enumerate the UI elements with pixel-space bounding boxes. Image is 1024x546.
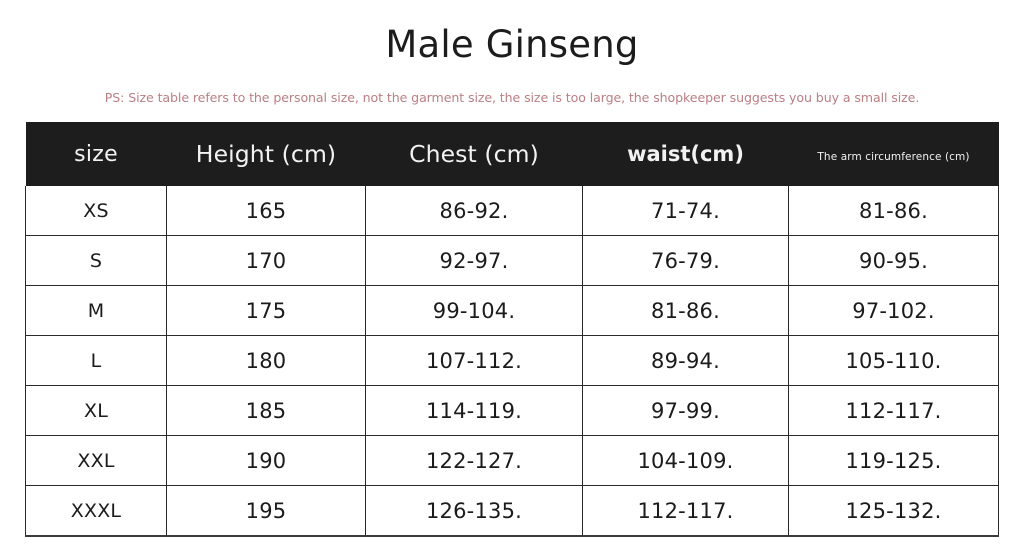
cell-arm: 105-110. bbox=[788, 335, 999, 386]
size-table-head: size Height (cm) Chest (cm) waist(cm) Th… bbox=[25, 122, 999, 186]
column-header-size-label: size bbox=[74, 141, 118, 167]
column-header-height: Height (cm) bbox=[166, 122, 366, 186]
cell-height: 190 bbox=[166, 435, 366, 486]
cell-chest: 114-119. bbox=[365, 385, 583, 436]
cell-waist: 104-109. bbox=[582, 435, 789, 486]
cell-chest: 107-112. bbox=[365, 335, 583, 386]
cell-size: XS bbox=[25, 186, 167, 236]
cell-waist: 112-117. bbox=[582, 485, 789, 537]
column-header-arm-circumference: The arm circumference (cm) bbox=[788, 122, 999, 186]
table-row: XXXL 195 126-135. 112-117. 125-132. bbox=[25, 485, 999, 537]
table-row: XL 185 114-119. 97-99. 112-117. bbox=[25, 385, 999, 436]
size-table-body: XS 165 86-92. 71-74. 81-86. S 170 92-97. 76-79. 9… bbox=[25, 186, 999, 537]
cell-arm: 112-117. bbox=[788, 385, 999, 436]
cell-arm: 81-86. bbox=[788, 186, 999, 236]
column-header-waist-label: waist(cm) bbox=[627, 142, 744, 166]
page-title: Male Ginseng bbox=[385, 23, 639, 66]
table-row: L 180 107-112. 89-94. 105-110. bbox=[25, 335, 999, 386]
cell-size: S bbox=[25, 235, 167, 286]
cell-waist: 81-86. bbox=[582, 285, 789, 336]
column-header-arm-circumference-label: The arm circumference (cm) bbox=[817, 150, 970, 163]
cell-height: 180 bbox=[166, 335, 366, 386]
table-header-row: size Height (cm) Chest (cm) waist(cm) Th… bbox=[25, 122, 999, 186]
table-row: M 175 99-104. 81-86. 97-102. bbox=[25, 285, 999, 336]
cell-height: 170 bbox=[166, 235, 366, 286]
cell-chest: 86-92. bbox=[365, 186, 583, 236]
cell-arm: 97-102. bbox=[788, 285, 999, 336]
cell-arm: 119-125. bbox=[788, 435, 999, 486]
cell-chest: 122-127. bbox=[365, 435, 583, 486]
table-row: XS 165 86-92. 71-74. 81-86. bbox=[25, 186, 999, 236]
cell-waist: 89-94. bbox=[582, 335, 789, 386]
table-row: XXL 190 122-127. 104-109. 119-125. bbox=[25, 435, 999, 486]
cell-waist: 97-99. bbox=[582, 385, 789, 436]
cell-size: L bbox=[25, 335, 167, 386]
cell-height: 165 bbox=[166, 186, 366, 236]
table-row: S 170 92-97. 76-79. 90-95. bbox=[25, 235, 999, 286]
column-header-height-label: Height (cm) bbox=[195, 140, 337, 168]
cell-size: M bbox=[25, 285, 167, 336]
cell-height: 175 bbox=[166, 285, 366, 336]
cell-chest: 126-135. bbox=[365, 485, 583, 537]
cell-height: 195 bbox=[166, 485, 366, 537]
size-note: PS: Size table refers to the personal si… bbox=[104, 90, 920, 105]
cell-waist: 76-79. bbox=[582, 235, 789, 286]
size-table-container: size Height (cm) Chest (cm) waist(cm) Th… bbox=[25, 122, 999, 537]
size-table: size Height (cm) Chest (cm) waist(cm) Th… bbox=[25, 122, 999, 537]
cell-chest: 99-104. bbox=[365, 285, 583, 336]
cell-waist: 71-74. bbox=[582, 186, 789, 236]
cell-arm: 90-95. bbox=[788, 235, 999, 286]
cell-size: XXL bbox=[25, 435, 167, 486]
column-header-chest-label: Chest (cm) bbox=[409, 140, 539, 168]
cell-size: XXXL bbox=[25, 485, 167, 537]
column-header-waist: waist(cm) bbox=[582, 122, 789, 186]
column-header-size: size bbox=[25, 122, 167, 186]
cell-height: 185 bbox=[166, 385, 366, 436]
cell-chest: 92-97. bbox=[365, 235, 583, 286]
column-header-chest: Chest (cm) bbox=[365, 122, 583, 186]
cell-arm: 125-132. bbox=[788, 485, 999, 537]
cell-size: XL bbox=[25, 385, 167, 436]
